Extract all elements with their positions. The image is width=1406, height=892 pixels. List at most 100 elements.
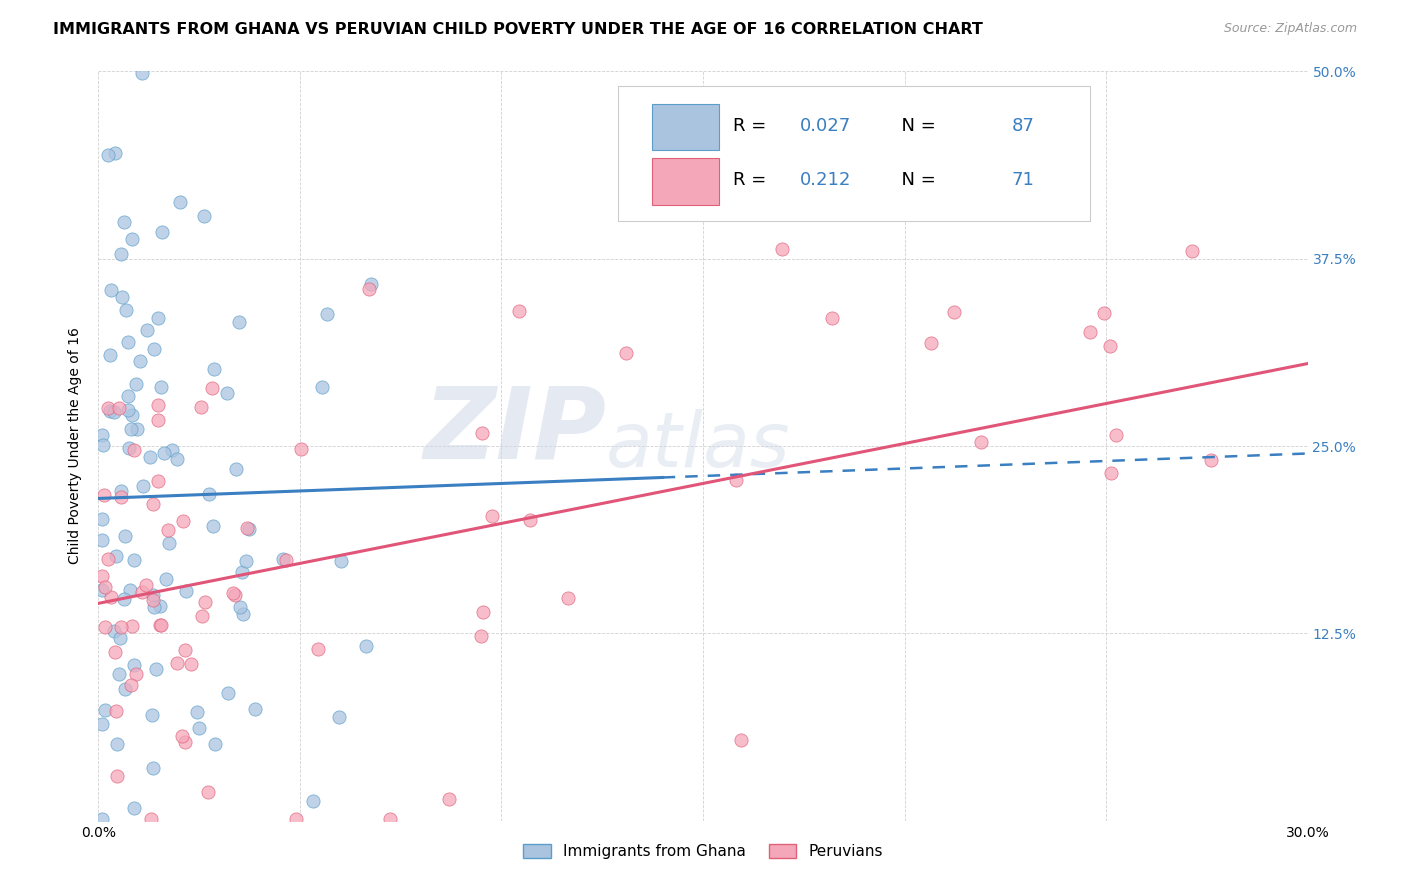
Point (105, 768, 128, 782)
Point (166, 657, 188, 671)
Point (217, 686, 239, 700)
Point (271, 552, 294, 566)
Point (1078, 325, 1101, 339)
Point (91, 438, 114, 452)
Point (120, 422, 142, 436)
FancyBboxPatch shape (652, 158, 718, 205)
Point (194, 595, 217, 609)
Point (112, 592, 135, 607)
Text: N =: N = (890, 171, 942, 189)
Point (135, 578, 157, 592)
Point (105, 549, 128, 563)
Point (131, 584, 153, 599)
Point (217, 386, 239, 401)
Point (197, 785, 219, 799)
Point (1092, 306, 1115, 320)
Point (188, 721, 211, 735)
Point (149, 599, 172, 614)
FancyBboxPatch shape (652, 103, 718, 150)
Point (508, 304, 530, 318)
Point (104, 146, 127, 161)
Point (1104, 428, 1126, 442)
Point (142, 593, 165, 607)
Point (942, 305, 965, 319)
Point (117, 389, 139, 403)
Point (121, 409, 143, 423)
Point (821, 310, 844, 325)
Point (190, 401, 212, 415)
Point (470, 629, 492, 643)
Point (110, 291, 132, 305)
Point (614, 345, 637, 359)
Point (519, 513, 541, 527)
Point (100, 284, 122, 298)
Point (197, 487, 219, 501)
Point (149, 618, 172, 632)
Point (150, 225, 173, 239)
Point (112, 215, 135, 229)
Point (228, 315, 250, 329)
Point (770, 242, 793, 256)
Point (232, 607, 254, 621)
Point (104, 704, 127, 718)
Point (139, 450, 162, 464)
Point (152, 446, 174, 460)
Text: IMMIGRANTS FROM GHANA VS PERUVIAN CHILD POVERTY UNDER THE AGE OF 16 CORRELATION : IMMIGRANTS FROM GHANA VS PERUVIAN CHILD … (53, 22, 983, 37)
Point (104, 645, 127, 659)
Point (236, 520, 259, 534)
Point (122, 553, 145, 567)
Point (160, 443, 183, 458)
Point (91, 716, 114, 731)
Point (125, 422, 148, 436)
Point (143, 342, 166, 356)
Point (201, 519, 224, 533)
Point (472, 605, 495, 619)
Text: ZIP: ZIP (423, 383, 606, 480)
Point (122, 801, 145, 815)
Point (108, 401, 131, 416)
Point (108, 667, 131, 681)
Point (121, 619, 143, 633)
Point (245, 702, 267, 716)
Point (1099, 466, 1122, 480)
Text: 0.027: 0.027 (800, 117, 851, 135)
Point (157, 523, 180, 537)
Point (110, 490, 132, 504)
Text: 0.212: 0.212 (800, 171, 851, 189)
Point (186, 706, 208, 720)
Point (224, 588, 246, 602)
Point (132, 478, 155, 492)
Point (970, 434, 993, 449)
Point (276, 553, 298, 567)
Point (110, 484, 132, 499)
Point (329, 554, 352, 568)
Point (316, 307, 339, 321)
Point (141, 708, 163, 723)
Point (128, 354, 150, 368)
FancyBboxPatch shape (619, 87, 1090, 221)
Point (166, 452, 188, 467)
Point (139, 812, 162, 826)
Point (328, 709, 350, 723)
Point (284, 812, 307, 826)
Point (148, 310, 170, 325)
Point (115, 303, 138, 318)
Point (98, 404, 121, 418)
Point (142, 761, 165, 775)
Point (125, 666, 148, 681)
Point (174, 735, 197, 749)
Point (145, 662, 167, 676)
Point (157, 536, 180, 550)
Point (136, 323, 159, 337)
Text: 71: 71 (1011, 171, 1035, 189)
Point (142, 588, 165, 602)
Point (122, 443, 145, 458)
Point (229, 599, 252, 614)
Point (150, 618, 173, 632)
Point (146, 398, 169, 412)
Point (98, 348, 121, 362)
Point (91, 512, 114, 526)
Point (1199, 453, 1222, 467)
Point (557, 591, 579, 606)
Point (149, 380, 172, 394)
